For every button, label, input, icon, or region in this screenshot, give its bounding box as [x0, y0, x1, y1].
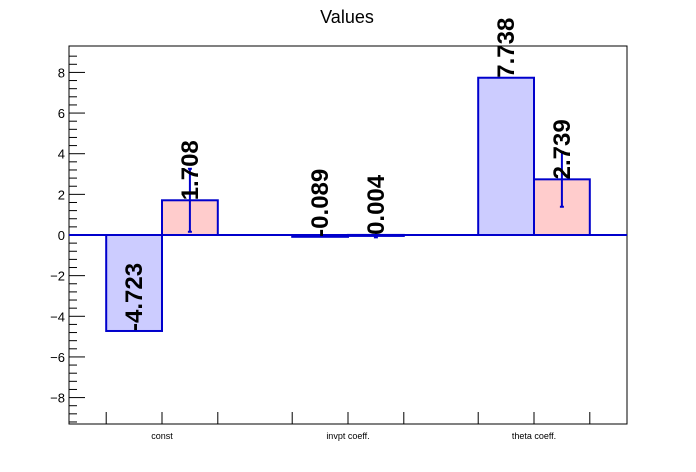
x-category-label: theta coeff.	[512, 431, 556, 441]
bars	[105, 76, 591, 332]
value-label: -4.723	[121, 263, 148, 331]
value-labels: -4.723 -0.089 7.738 1.708 0.004 2.739	[121, 18, 576, 331]
y-axis: −8 −6 −4 −2 0 2 4 6 8	[50, 55, 85, 423]
value-label: 7.738	[493, 18, 520, 78]
value-label: 1.708	[177, 140, 204, 200]
x-category-label: const	[151, 431, 173, 441]
y-tick-label: 2	[58, 187, 65, 202]
y-tick-label: 8	[58, 65, 65, 80]
y-tick-label: −6	[50, 350, 65, 365]
value-label: -0.089	[307, 169, 334, 237]
y-tick-label: 6	[58, 106, 65, 121]
y-tick-label: 0	[58, 228, 65, 243]
x-category-label: invpt coeff.	[326, 431, 369, 441]
value-label: 0.004	[363, 174, 390, 235]
y-tick-label: −4	[50, 309, 65, 324]
y-tick-label: −2	[50, 269, 65, 284]
value-label: 2.739	[549, 119, 576, 179]
y-tick-label: 4	[58, 147, 65, 162]
x-axis: const invpt coeff. theta coeff.	[105, 412, 591, 441]
chart-title: Values	[320, 7, 374, 27]
bar	[477, 76, 536, 237]
y-tick-label: −8	[50, 391, 65, 406]
